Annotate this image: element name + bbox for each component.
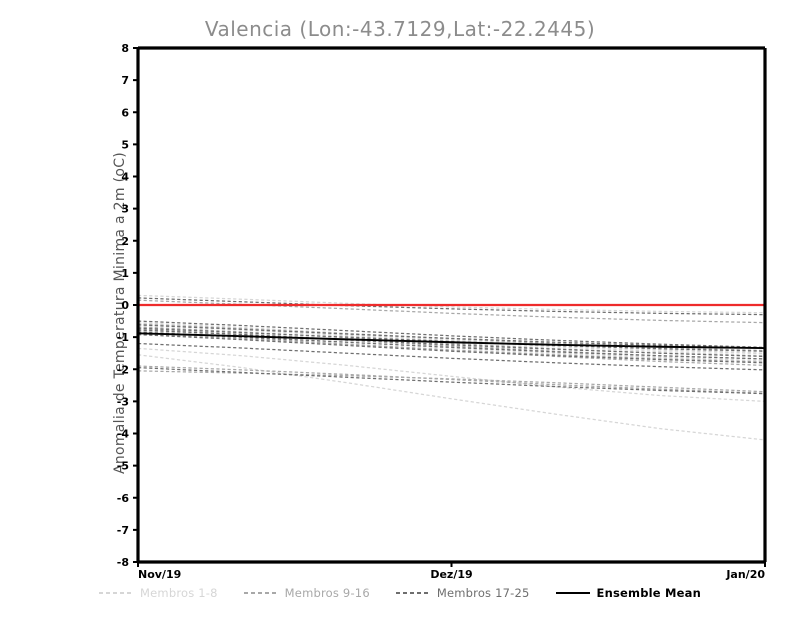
legend-swatch-ensemble-mean: [555, 591, 590, 595]
member-line: [137, 333, 766, 363]
member-line: [137, 294, 766, 314]
member-line: [137, 323, 766, 355]
member-line: [137, 367, 766, 395]
legend-item-ensemble-mean: Ensemble Mean: [555, 586, 701, 600]
y-tick-label: -6: [117, 492, 130, 505]
legend-label-ensemble-mean: Ensemble Mean: [596, 586, 701, 600]
series-layer: [137, 294, 766, 441]
y-tick-label: 7: [121, 74, 129, 87]
member-line: [137, 331, 766, 360]
ensemble-mean-line: [137, 332, 766, 349]
y-tick-label: -7: [117, 524, 129, 537]
member-line: [137, 347, 766, 403]
x-tick-label: Jan/20: [725, 568, 765, 581]
y-tick-label: 1: [121, 267, 129, 280]
y-tick-label: 8: [121, 42, 129, 55]
legend-swatch-membros-1-8: [99, 592, 134, 594]
y-tick-labels: 8 7 6 5 4 3 2 1 0 -1 -2 -3 -4 -5 -6 -7 -8: [117, 42, 138, 569]
y-tick-label: -1: [117, 331, 129, 344]
member-line: [137, 330, 766, 363]
y-tick-label: 5: [121, 138, 129, 151]
y-tick-label: 2: [121, 235, 129, 248]
y-tick-label: -3: [117, 395, 129, 408]
member-line: [137, 333, 766, 364]
legend-item-membros-1-8: Membros 1-8: [99, 586, 218, 600]
legend-label-membros-17-25: Membros 17-25: [436, 586, 530, 600]
y-tick-label: 6: [121, 106, 129, 119]
member-line: [137, 365, 766, 394]
member-line: [137, 329, 766, 358]
y-tick-label: 0: [121, 299, 129, 312]
legend-item-membros-9-16: Membros 9-16: [243, 586, 370, 600]
member-line: [137, 297, 766, 316]
y-tick-label: -2: [117, 363, 129, 376]
member-line: [137, 320, 766, 349]
y-tick-label: -5: [117, 460, 129, 473]
legend-label-membros-1-8: Membros 1-8: [140, 586, 218, 600]
legend-label-membros-9-16: Membros 9-16: [284, 586, 370, 600]
legend-item-membros-17-25: Membros 17-25: [395, 586, 530, 600]
x-tick-label: Nov/19: [138, 568, 181, 581]
member-line: [137, 370, 766, 393]
member-line: [137, 299, 766, 324]
legend-swatch-membros-17-25: [395, 592, 430, 594]
x-tick-labels: Nov/19 Dez/19 Jan/20: [137, 562, 766, 581]
y-tick-label: 4: [121, 171, 129, 184]
chart-legend: Membros 1-8 Membros 9-16 Membros 17-25 E…: [0, 586, 800, 600]
member-line: [137, 324, 766, 349]
member-line: [137, 342, 766, 371]
x-tick-label: Dez/19: [430, 568, 472, 581]
y-tick-label: -8: [117, 556, 129, 569]
member-line: [137, 331, 766, 367]
legend-swatch-membros-9-16: [243, 592, 278, 594]
y-tick-label: 3: [121, 203, 129, 216]
chart-title: Valencia (Lon:-43.7129,Lat:-22.2445): [204, 17, 596, 41]
y-tick-label: -4: [117, 428, 130, 441]
member-line: [137, 354, 766, 441]
